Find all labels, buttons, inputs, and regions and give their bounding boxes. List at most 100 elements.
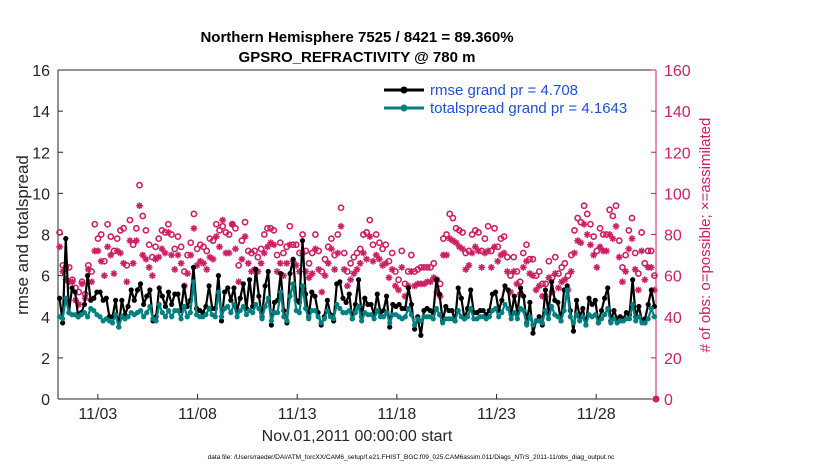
assimilated-obs-point: [148, 272, 156, 280]
rmse-point: [405, 285, 411, 291]
assimilated-obs-point: [535, 282, 543, 290]
totalspread-point: [440, 320, 446, 326]
asterisk-stroke: [206, 254, 213, 261]
rmse-point: [69, 285, 75, 291]
asterisk-stroke: [446, 235, 453, 242]
assimilated-obs-point: [519, 264, 527, 271]
assimilated-obs-point: [187, 251, 195, 259]
totalspread-point: [231, 301, 237, 308]
totalspread-point: [225, 303, 231, 310]
possible-obs-point: [152, 243, 159, 251]
x-tick-label: 11/08: [178, 406, 217, 423]
rmse-point: [60, 320, 66, 326]
asterisk-stroke: [529, 272, 536, 279]
totalspread-point: [228, 310, 234, 316]
totalspread-point: [268, 318, 274, 324]
possible-obs-point: [142, 226, 150, 234]
rmse-point: [103, 295, 109, 301]
rmse-point: [511, 293, 517, 299]
rmse-point: [645, 301, 651, 308]
totalspread-point: [648, 305, 654, 312]
possible-obs-point: [270, 226, 278, 234]
legend-rmse-label: rmse grand pr = 4.708: [430, 82, 578, 99]
asterisk-stroke: [242, 233, 248, 240]
assimilated-obs-point: [443, 251, 450, 259]
asterisk-stroke: [261, 250, 268, 256]
rmse-point: [134, 287, 141, 293]
rmse-point: [137, 281, 144, 287]
totalspread-point: [212, 314, 218, 320]
assimilated-obs-point: [382, 259, 390, 267]
rmse-point: [309, 289, 315, 295]
possible-obs-point: [212, 220, 220, 228]
possible-obs-point: [235, 261, 243, 269]
asterisk-stroke: [216, 243, 223, 250]
asterisk-stroke: [638, 248, 645, 254]
asterisk-stroke: [114, 248, 121, 254]
totalspread-point: [312, 307, 318, 314]
rmse-point: [374, 291, 380, 297]
data-file-footer: data file: /Users/raeder/DAI/ATM_forcXX/…: [208, 454, 616, 461]
totalspread-point: [206, 305, 212, 312]
rmse-point: [159, 293, 165, 299]
possible-obs-point: [395, 276, 402, 284]
asterisk-stroke: [187, 252, 194, 258]
assimilated-obs-point: [129, 259, 137, 267]
possible-obs-point: [651, 272, 658, 280]
asterisk-stroke: [258, 260, 264, 267]
totalspread-point: [486, 314, 492, 320]
asterisk-stroke: [629, 235, 635, 242]
assimilated-obs-point: [641, 276, 649, 284]
totalspread-point: [570, 320, 577, 326]
rmse-point: [648, 287, 654, 293]
assimilated-obs-point: [308, 270, 316, 277]
asterisk-stroke: [545, 274, 552, 281]
asterisk-stroke: [127, 237, 133, 244]
assimilated-obs-point: [491, 243, 498, 251]
asterisk-stroke: [459, 245, 466, 252]
assimilated-obs-point: [385, 274, 393, 282]
rmse-point: [337, 279, 343, 285]
assimilated-obs-point: [312, 245, 319, 253]
totalspread-point: [651, 314, 658, 320]
assimilated-obs-point: [551, 270, 559, 277]
x-tick-label: 11/03: [78, 406, 117, 423]
possible-obs-point: [571, 226, 578, 234]
possible-obs-point: [353, 249, 361, 257]
asterisk-stroke: [133, 237, 140, 244]
assimilated-obs-point: [318, 288, 326, 296]
assimilated-obs-point: [603, 247, 610, 255]
rmse-point: [592, 297, 598, 303]
asterisk-stroke: [69, 278, 76, 285]
assimilated-obs-point: [638, 247, 646, 255]
assimilated-obs-point: [344, 282, 351, 290]
assimilated-obs-point: [590, 251, 598, 259]
possible-obs-point: [379, 245, 386, 253]
assimilated-obs-point: [260, 249, 268, 257]
assimilated-obs-point: [142, 255, 150, 263]
rmse-point: [84, 273, 91, 279]
possible-obs-point: [91, 220, 99, 228]
totalspread-point: [159, 310, 165, 316]
asterisk-stroke: [443, 252, 450, 258]
totalspread-point: [97, 314, 103, 320]
totalspread-point: [545, 316, 552, 322]
possible-obs-point: [174, 233, 182, 240]
assimilated-obs-point: [171, 266, 179, 273]
totalspread-point: [178, 316, 184, 322]
rmse-point: [480, 307, 486, 314]
assimilated-obs-point: [583, 231, 591, 238]
assimilated-obs-point: [340, 266, 348, 273]
asterisk-stroke: [277, 260, 284, 267]
asterisk-stroke: [283, 260, 290, 267]
asterisk-stroke: [203, 266, 210, 273]
y-tick-label-left: 2: [41, 351, 50, 368]
assimilated-obs-point: [388, 266, 396, 273]
assimilated-obs-point: [513, 280, 521, 288]
y-tick-label-left: 14: [32, 104, 50, 121]
totalspread-point: [321, 316, 327, 322]
assimilated-obs-point: [615, 253, 623, 261]
y-tick-label-right: 40: [664, 310, 682, 327]
asterisk-stroke: [79, 280, 85, 287]
asterisk-stroke: [322, 272, 328, 279]
